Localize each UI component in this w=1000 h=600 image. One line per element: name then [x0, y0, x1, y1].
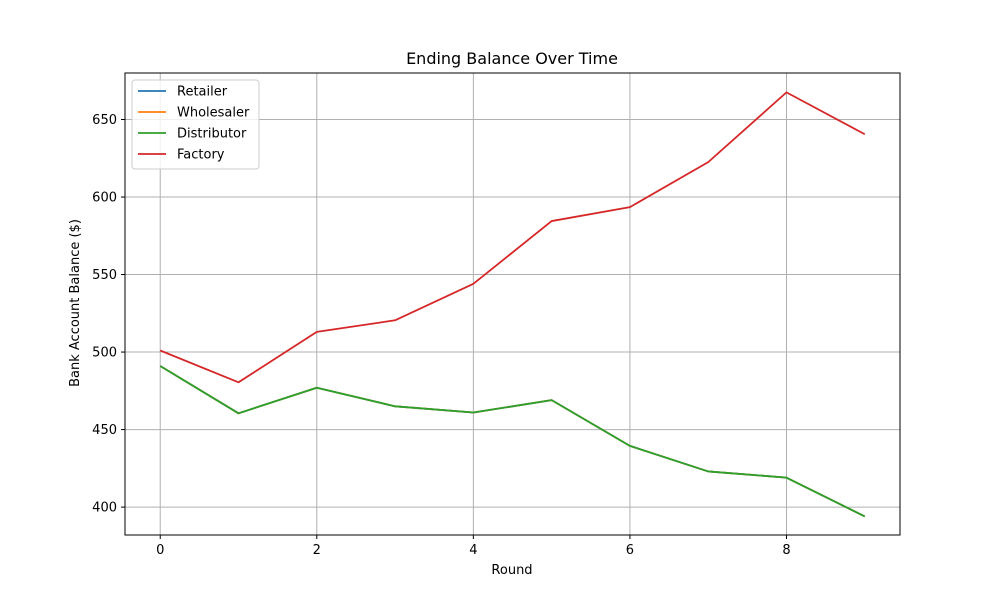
series-line-distributor — [159, 365, 866, 518]
series-line-retailer — [159, 365, 866, 518]
y-tick-label: 600 — [92, 191, 117, 206]
chart-title: Ending Balance Over Time — [406, 49, 618, 68]
series-lines — [159, 91, 866, 518]
y-tick-label: 400 — [92, 501, 117, 516]
axis-ticks: 0 2 4 6 8 400 450 500 550 600 650 — [92, 113, 790, 558]
x-tick-label: 4 — [469, 543, 477, 558]
x-tick-label: 2 — [313, 543, 321, 558]
legend-label-factory: Factory — [177, 148, 225, 163]
x-tick-label: 8 — [782, 543, 790, 558]
y-tick-label: 500 — [92, 346, 117, 361]
legend-label-wholesaler: Wholesaler — [177, 106, 250, 121]
series-line-wholesaler — [159, 365, 866, 518]
y-tick-label: 650 — [92, 113, 117, 128]
series-line-factory — [159, 91, 866, 384]
x-axis-title: Round — [491, 563, 532, 578]
legend-label-distributor: Distributor — [177, 127, 247, 142]
y-tick-label: 550 — [92, 268, 117, 283]
x-tick-label: 0 — [156, 543, 164, 558]
plot-frame — [124, 72, 901, 536]
legend-box — [131, 79, 260, 170]
y-tick-label: 450 — [92, 423, 117, 438]
y-axis-title: Bank Account Balance ($) — [68, 219, 83, 387]
legend-label-retailer: Retailer — [177, 85, 228, 100]
x-tick-label: 6 — [626, 543, 634, 558]
legend: Retailer Wholesaler Distributor Factory — [131, 79, 260, 170]
